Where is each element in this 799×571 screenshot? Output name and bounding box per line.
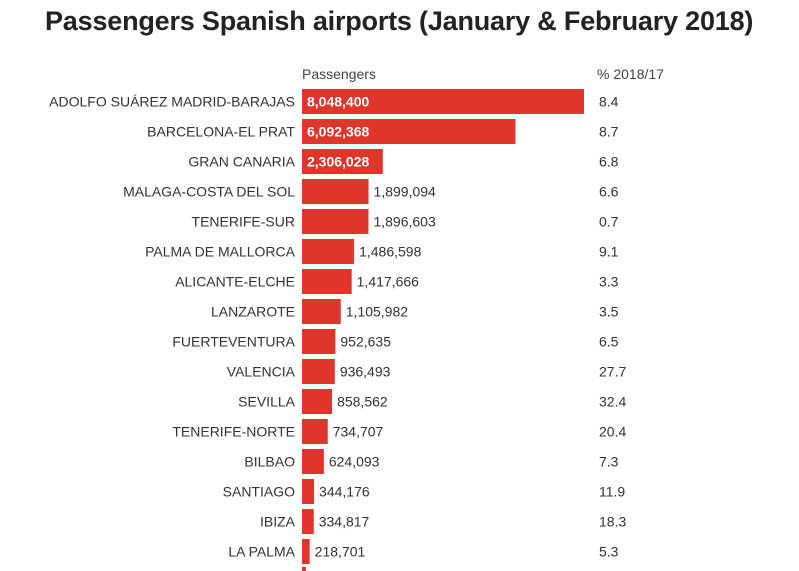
bar — [302, 179, 369, 204]
pct-change-label: 3.3 — [599, 274, 619, 290]
pct-change-label: 7.3 — [599, 454, 619, 470]
category-label: TENERIFE-NORTE — [172, 424, 295, 440]
pct-change-label: 3.5 — [599, 304, 619, 320]
value-label: 2,306,028 — [307, 154, 369, 170]
bar — [302, 149, 383, 174]
category-label: BARCELONA-EL PRAT — [147, 124, 295, 140]
category-label: LANZAROTE — [211, 304, 295, 320]
pct-change-label: 5.3 — [599, 544, 619, 560]
pct-change-label: 8.4 — [599, 94, 619, 110]
bar — [302, 419, 328, 444]
value-label: 858,562 — [337, 394, 388, 410]
pct-change-label: 6.6 — [599, 184, 619, 200]
category-label: TENERIFE-SUR — [192, 214, 295, 230]
pct-change-label: 11.9 — [599, 484, 625, 500]
category-label: IBIZA — [260, 514, 296, 530]
pct-change-label: 32.4 — [599, 394, 626, 410]
pct-change-label: 9.1 — [599, 244, 619, 260]
pct-change-label: 8.7 — [599, 124, 619, 140]
value-label: 624,093 — [329, 454, 380, 470]
partial-bar — [302, 567, 306, 571]
value-label: 334,817 — [319, 514, 370, 530]
category-label: LA PALMA — [228, 544, 295, 560]
value-label: 344,176 — [319, 484, 370, 500]
value-label: 8,048,400 — [307, 94, 369, 110]
value-label: 1,896,603 — [373, 214, 435, 230]
category-label: SANTIAGO — [223, 484, 295, 500]
value-label: 734,707 — [333, 424, 384, 440]
category-label: MALAGA-COSTA DEL SOL — [123, 184, 295, 200]
bar — [302, 269, 352, 294]
bar — [302, 239, 355, 264]
bar — [302, 359, 335, 384]
value-label: 1,899,094 — [374, 184, 436, 200]
value-label: 1,417,666 — [357, 274, 419, 290]
bar — [302, 539, 310, 564]
category-label: FUERTEVENTURA — [172, 334, 295, 350]
bar — [302, 299, 341, 324]
bar — [302, 449, 324, 474]
pct-change-label: 27.7 — [599, 364, 626, 380]
bar — [302, 329, 336, 354]
value-label: 1,486,598 — [359, 244, 421, 260]
chart-title: Passengers Spanish airports (January & F… — [45, 6, 754, 36]
bar — [302, 89, 584, 114]
category-label: SEVILLA — [238, 394, 295, 410]
value-label: 952,635 — [340, 334, 391, 350]
category-label: VALENCIA — [227, 364, 296, 380]
category-label: ALICANTE-ELCHE — [175, 274, 295, 290]
value-label: 218,701 — [315, 544, 366, 560]
bar — [302, 119, 516, 144]
bar — [302, 509, 314, 534]
value-label: 936,493 — [340, 364, 391, 380]
bar — [302, 479, 315, 504]
bar — [302, 389, 333, 414]
pct-change-label: 0.7 — [599, 214, 619, 230]
value-label: 1,105,982 — [346, 304, 408, 320]
passengers-column-header: Passengers — [302, 66, 376, 82]
pct-change-label: 20.4 — [599, 424, 626, 440]
pct-change-label: 6.5 — [599, 334, 619, 350]
bar — [302, 209, 369, 234]
pct-change-label: 18.3 — [599, 514, 626, 530]
pct-change-column-header: % 2018/17 — [597, 66, 664, 82]
category-label: ADOLFO SUÁREZ MADRID-BARAJAS — [49, 94, 295, 110]
value-label: 6,092,368 — [307, 124, 369, 140]
category-label: PALMA DE MALLORCA — [145, 244, 296, 260]
category-label: BILBAO — [244, 454, 295, 470]
category-label: GRAN CANARIA — [188, 154, 295, 170]
pct-change-label: 6.8 — [599, 154, 619, 170]
